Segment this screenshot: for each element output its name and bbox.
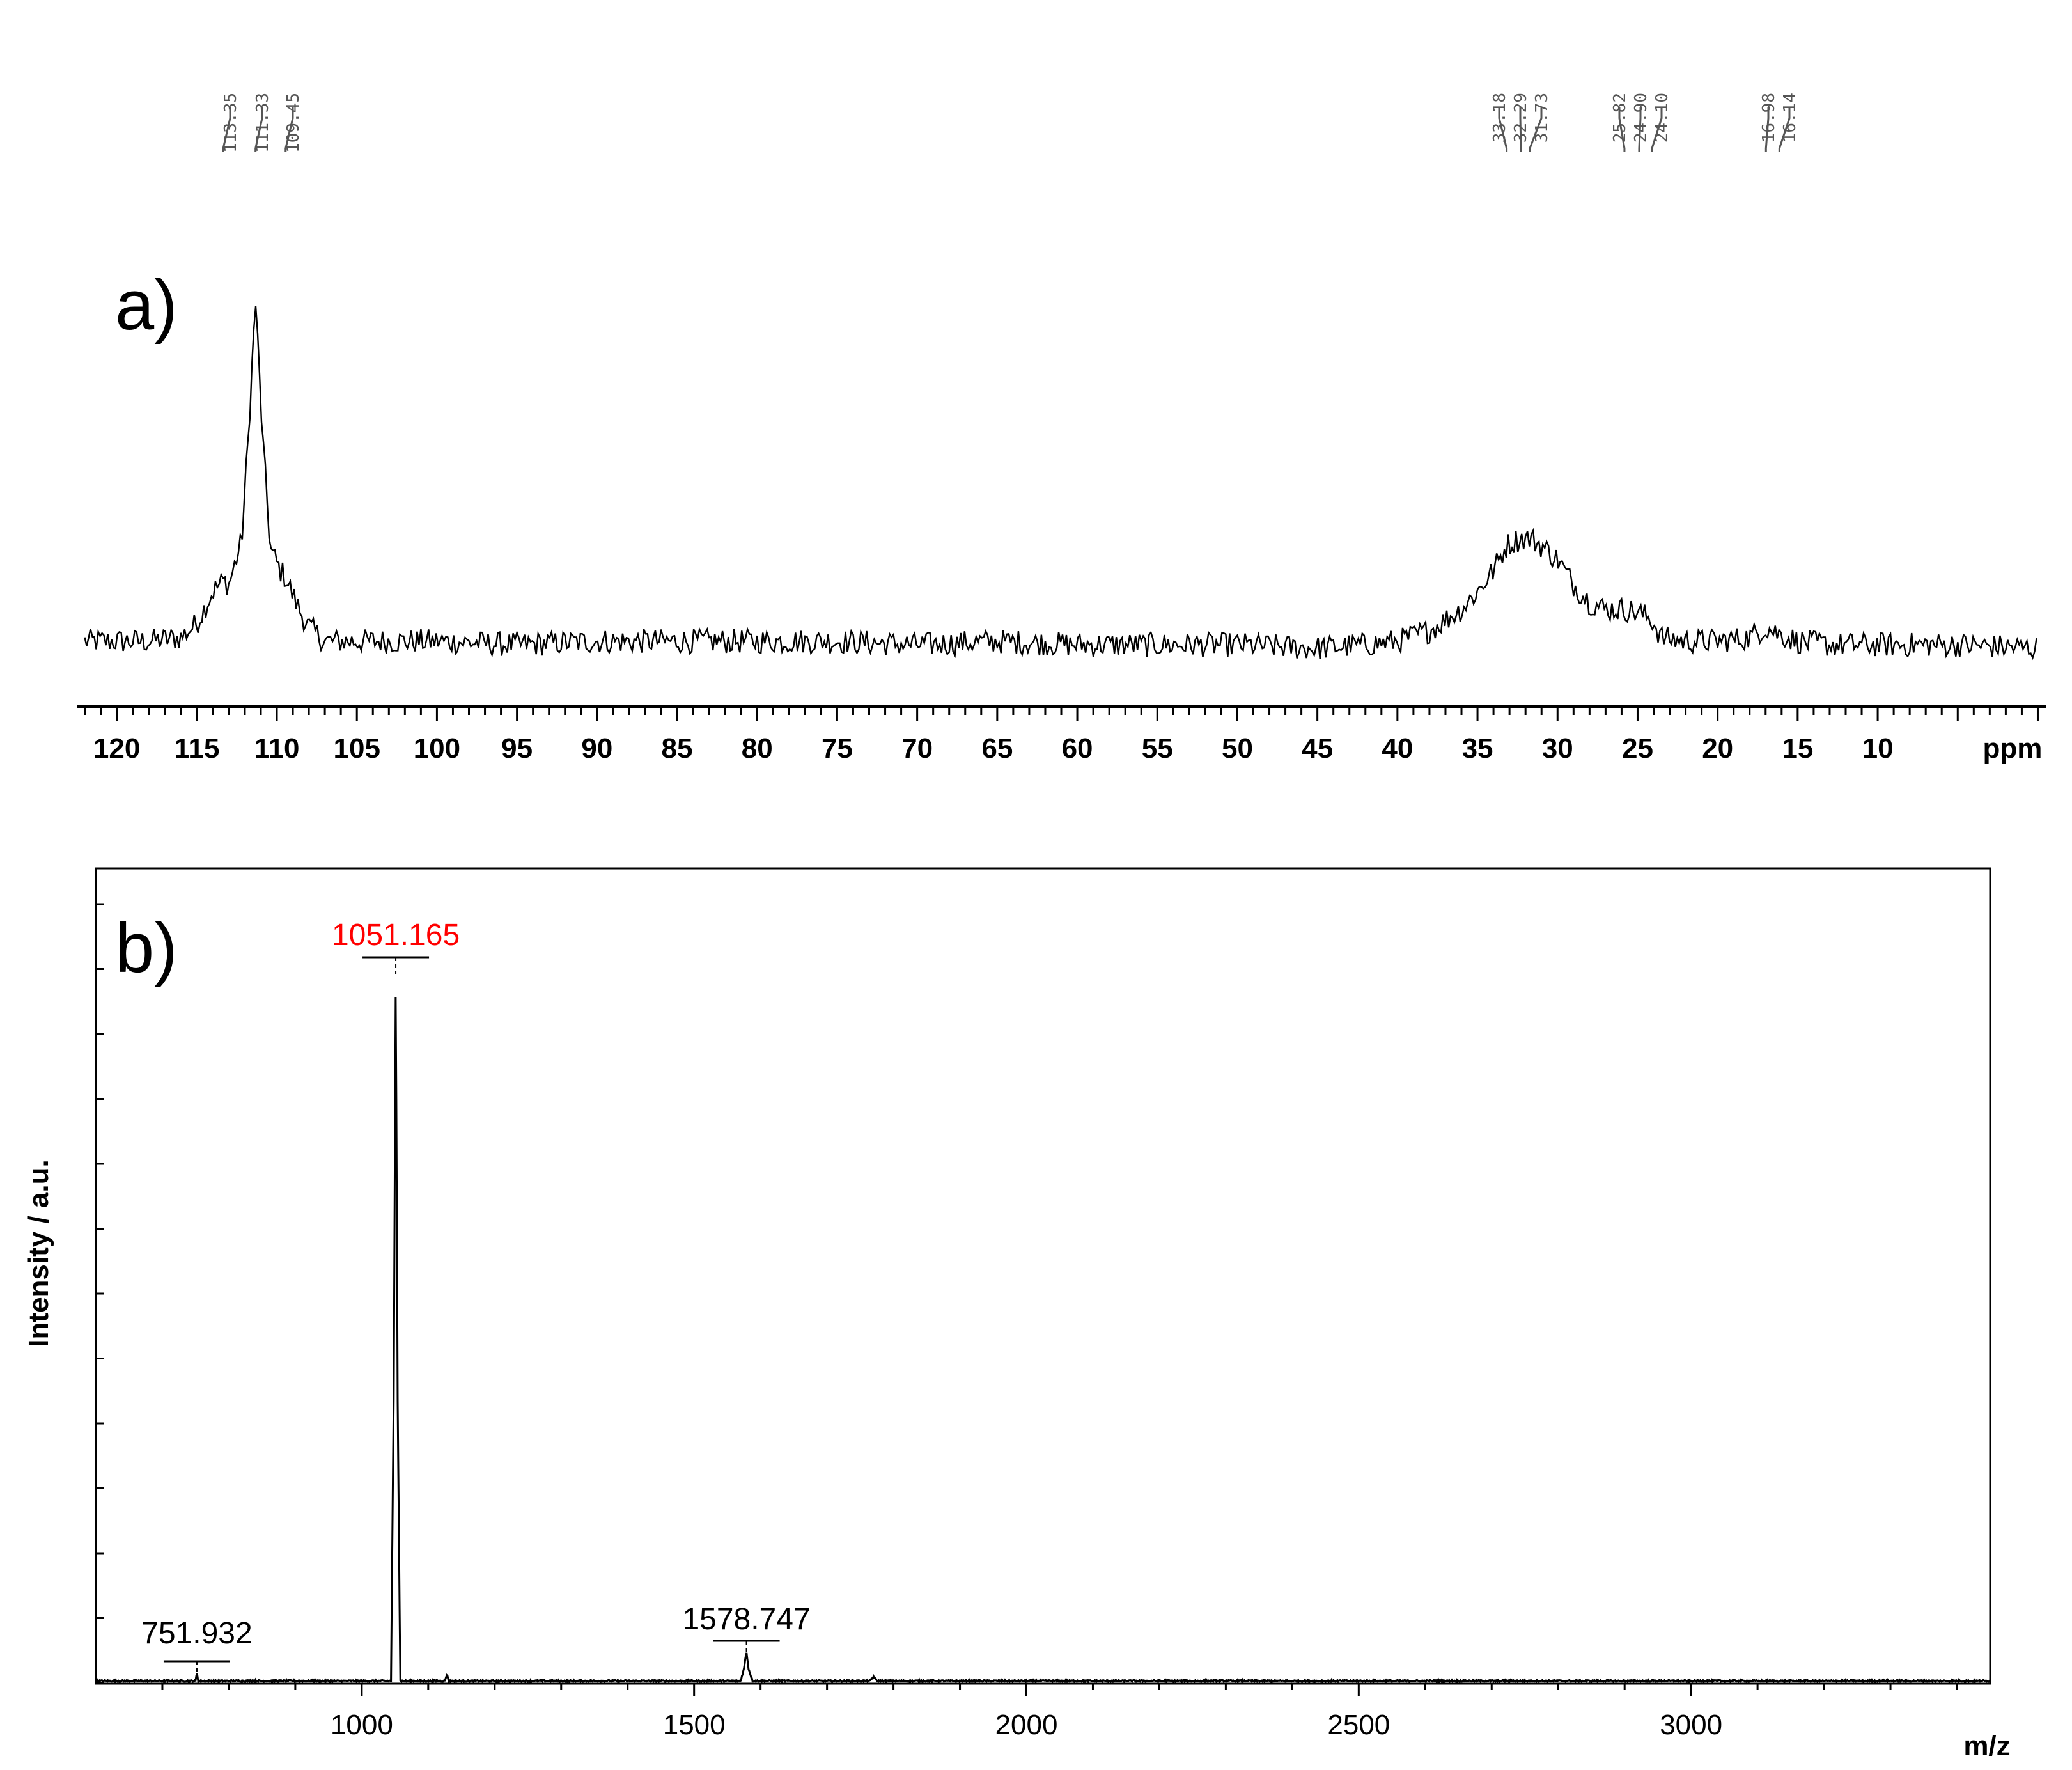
ppm-tick-label: 30 <box>1542 733 1573 764</box>
ppm-axis-ticks: 120 115 110 105 100 95 90 85 80 75 70 65 60 55 50 45 40 3… <box>84 707 2039 764</box>
mass-spectrum-panel: b) Intensity / a.u. 1051.165 751.932 1578.… <box>23 867 2011 1762</box>
ppm-tick-label: 40 <box>1382 733 1413 764</box>
nmr-spectrum-line <box>84 306 2037 661</box>
ppm-tick-label: 55 <box>1142 733 1173 764</box>
peak-marker-line <box>1618 107 1626 152</box>
peak-label-group: 113.35 111.33 109.45 33.18 32.29 31.73 25.82 24… <box>221 93 1800 153</box>
ppm-tick-label: 35 <box>1462 733 1493 764</box>
y-axis-label: Intensity / a.u. <box>23 1159 54 1347</box>
peak-marker-line <box>1651 107 1663 152</box>
ppm-tick-label: 60 <box>1062 733 1093 764</box>
mz-tick-label: 2000 <box>995 1709 1058 1741</box>
ppm-tick-label: 20 <box>1702 733 1733 764</box>
mass-peak-label-group: 1051.165 751.932 1578.747 <box>141 918 811 1678</box>
ppm-tick-label: 65 <box>981 733 1013 764</box>
ppm-tick-label: 25 <box>1622 733 1653 764</box>
mass-spectrum-line <box>95 996 1991 1684</box>
mass-peak-label: 1051.165 <box>332 918 460 952</box>
ppm-tick-label: 110 <box>254 733 300 764</box>
ppm-tick-label: 115 <box>174 733 219 764</box>
ppm-tick-label: 95 <box>501 733 533 764</box>
y-axis-ticks <box>96 903 104 1684</box>
mz-axis-ticks: 1000 1500 2000 2500 3000 <box>161 1684 1958 1741</box>
ppm-tick-label: 70 <box>901 733 933 764</box>
peak-marker-line <box>1778 107 1791 152</box>
mz-tick-label: 1000 <box>331 1709 393 1741</box>
panel-a-label: a) <box>115 266 178 345</box>
ppm-tick-label: 75 <box>822 733 853 764</box>
ppm-axis-label: ppm <box>1983 733 2043 764</box>
peak-marker-line <box>222 107 231 152</box>
peak-marker-line <box>1764 107 1770 152</box>
plot-frame <box>95 867 1991 1685</box>
mz-tick-label: 2500 <box>1327 1709 1390 1741</box>
ppm-tick-label: 50 <box>1222 733 1253 764</box>
ppm-tick-label: 120 <box>93 733 140 764</box>
mass-peak-label: 751.932 <box>141 1617 253 1650</box>
peak-marker-line <box>1519 107 1522 152</box>
mz-axis-label: m/z <box>1963 1730 2010 1762</box>
peak-marker-line <box>254 107 263 152</box>
peak-marker-line <box>1638 107 1642 152</box>
peak-marker-line <box>1498 107 1508 152</box>
panel-b-label: b) <box>115 909 178 987</box>
ppm-tick-label: 105 <box>334 733 380 764</box>
ppm-tick-label: 80 <box>742 733 773 764</box>
mz-tick-label: 1500 <box>663 1709 726 1741</box>
mz-tick-label: 3000 <box>1660 1709 1722 1741</box>
ppm-tick-label: 45 <box>1302 733 1333 764</box>
nmr-panel: a) 113.35 111.33 109.45 33.18 32.29 31.73 25.8… <box>77 93 2046 764</box>
ppm-tick-label: 85 <box>662 733 693 764</box>
mass-peak-label: 1578.747 <box>682 1602 810 1636</box>
peak-marker-line <box>1529 107 1543 152</box>
peak-marker-line <box>284 107 294 152</box>
ppm-tick-label: 15 <box>1782 733 1813 764</box>
ppm-tick-label: 90 <box>581 733 612 764</box>
ppm-tick-label: 10 <box>1862 733 1894 764</box>
ppm-tick-label: 100 <box>414 733 460 764</box>
